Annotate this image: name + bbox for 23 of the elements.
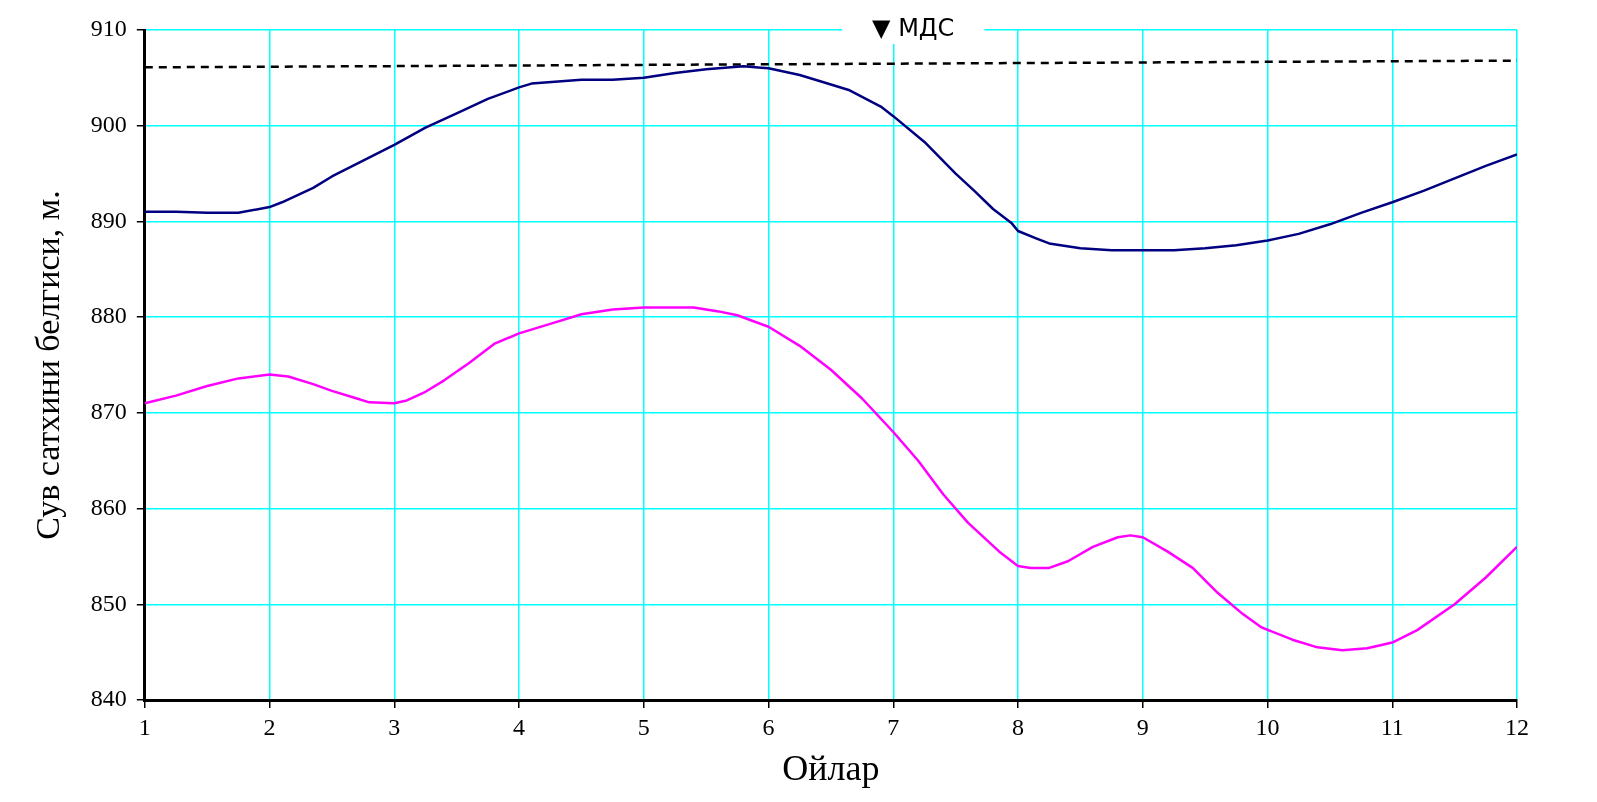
y-tick-label: 870 — [90, 398, 127, 425]
x-tick-label: 7 — [887, 713, 900, 740]
y-tick-label: 850 — [90, 589, 127, 616]
x-tick-label: 11 — [1380, 713, 1404, 740]
y-tick-label: 880 — [90, 302, 127, 329]
x-tick-label: 3 — [388, 713, 401, 740]
y-tick-label: 900 — [90, 111, 127, 138]
x-tick-label: 2 — [263, 713, 276, 740]
series-label: ▼ МДС — [872, 14, 955, 43]
y-axis-title: Сув сатхини белгиси, м. — [29, 190, 67, 540]
x-tick-label: 12 — [1505, 713, 1529, 740]
x-tick-label: 8 — [1012, 713, 1025, 740]
y-tick-label: 890 — [90, 206, 127, 233]
x-tick-label: 4 — [513, 713, 526, 740]
x-tick-label: 1 — [138, 713, 151, 740]
x-tick-label: 10 — [1255, 713, 1280, 740]
x-tick-label: 5 — [637, 713, 650, 740]
x-tick-label: 9 — [1136, 713, 1149, 740]
y-tick-label: 840 — [90, 685, 127, 712]
y-tick-label: 860 — [90, 493, 127, 520]
x-tick-label: 6 — [762, 713, 775, 740]
y-tick-label: 910 — [90, 15, 127, 42]
x-axis-title: Ойлар — [782, 747, 880, 788]
